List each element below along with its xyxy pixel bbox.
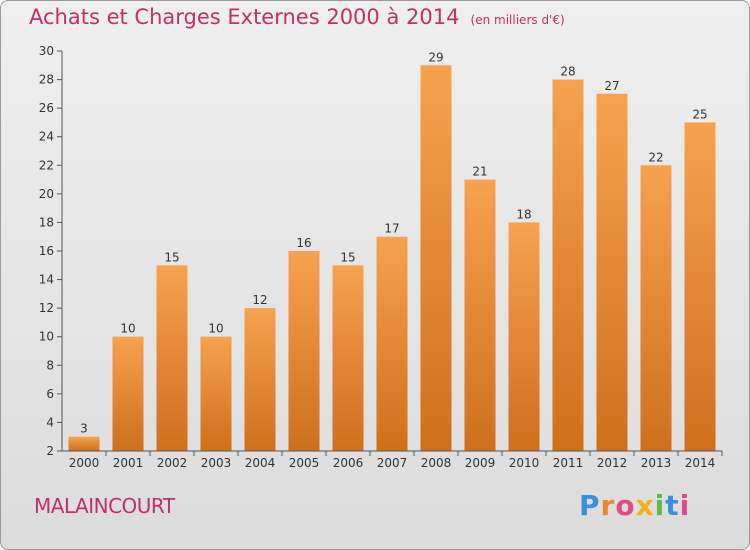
x-tick-label: 2009 xyxy=(465,456,496,470)
bar-2009 xyxy=(464,179,496,452)
value-label-2013: 22 xyxy=(648,150,663,164)
bar-2014 xyxy=(684,122,716,451)
value-label-2009: 21 xyxy=(472,165,487,179)
x-tick-label: 2011 xyxy=(553,456,584,470)
y-tick-label: 2 xyxy=(46,444,54,458)
proxiti-logo[interactable]: Proxiti xyxy=(579,489,690,522)
y-tick-label: 28 xyxy=(39,73,54,87)
y-tick-label: 4 xyxy=(46,415,54,429)
y-tick-label: 18 xyxy=(39,215,54,229)
logo-letter: i xyxy=(679,489,691,522)
x-tick-label: 2003 xyxy=(201,456,232,470)
x-tick-label: 2012 xyxy=(597,456,628,470)
y-tick-label: 30 xyxy=(39,44,54,58)
value-label-2010: 18 xyxy=(516,207,531,221)
y-tick-label: 8 xyxy=(46,358,54,372)
x-tick-label: 2008 xyxy=(421,456,452,470)
value-label-2014: 25 xyxy=(692,107,707,121)
y-tick-label: 20 xyxy=(39,187,54,201)
bar-2003 xyxy=(200,336,232,451)
logo-letter: x xyxy=(635,489,655,522)
value-label-2005: 16 xyxy=(296,236,311,250)
x-tick-label: 2006 xyxy=(333,456,364,470)
x-tick-label: 2010 xyxy=(509,456,540,470)
chart-title: Achats et Charges Externes 2000 à 2014 xyxy=(29,5,460,29)
value-label-2000: 3 xyxy=(80,422,88,436)
y-tick-label: 16 xyxy=(39,244,54,258)
x-tick-label: 2004 xyxy=(245,456,276,470)
x-tick-label: 2005 xyxy=(289,456,320,470)
bars-group: 3 10 15 10 12 16 15 17 29 21 18 28 27 22 25 xyxy=(68,50,716,452)
value-label-2008: 29 xyxy=(428,50,443,64)
y-tick-label: 22 xyxy=(39,158,54,172)
x-tick-label: 2014 xyxy=(685,456,716,470)
y-tick-label: 26 xyxy=(39,101,54,115)
bar-2006 xyxy=(332,265,364,451)
x-tick-label: 2000 xyxy=(69,456,100,470)
bar-2012 xyxy=(596,93,628,451)
bar-2001 xyxy=(112,336,144,451)
bar-2008 xyxy=(420,65,452,452)
value-label-2003: 10 xyxy=(208,322,223,336)
logo-letter: P xyxy=(579,489,601,522)
bar-2010 xyxy=(508,222,540,451)
value-label-2012: 27 xyxy=(604,79,619,93)
bar-2002 xyxy=(156,265,188,451)
logo-letter: r xyxy=(600,489,616,522)
logo-letter: t xyxy=(665,489,680,522)
value-label-2002: 15 xyxy=(164,250,179,264)
x-tick-label: 2007 xyxy=(377,456,408,470)
bar-2004 xyxy=(244,308,276,451)
bar-2013 xyxy=(640,165,672,452)
bar-2000 xyxy=(68,436,100,451)
bar-2005 xyxy=(288,251,320,451)
value-label-2011: 28 xyxy=(560,65,575,79)
value-label-2006: 15 xyxy=(340,250,355,264)
value-label-2007: 17 xyxy=(384,222,399,236)
y-tick-label: 6 xyxy=(46,387,54,401)
commune-name: MALAINCOURT xyxy=(34,494,175,518)
y-tick-label: 24 xyxy=(39,130,54,144)
bar-2011 xyxy=(552,79,584,452)
y-tick-label: 10 xyxy=(39,330,54,344)
chart-unit: (en milliers d'€) xyxy=(470,13,565,27)
value-label-2001: 10 xyxy=(120,322,135,336)
y-tick-label: 12 xyxy=(39,301,54,315)
x-tick-label: 2001 xyxy=(113,456,144,470)
x-tick-label: 2013 xyxy=(641,456,672,470)
chart-title-block: Achats et Charges Externes 2000 à 2014 (… xyxy=(29,5,565,29)
logo-letter: i xyxy=(654,489,666,522)
value-label-2004: 12 xyxy=(252,293,267,307)
logo-letter: o xyxy=(615,489,636,522)
x-tick-label: 2002 xyxy=(157,456,188,470)
y-tick-label: 14 xyxy=(39,273,54,287)
bar-2007 xyxy=(376,236,408,451)
